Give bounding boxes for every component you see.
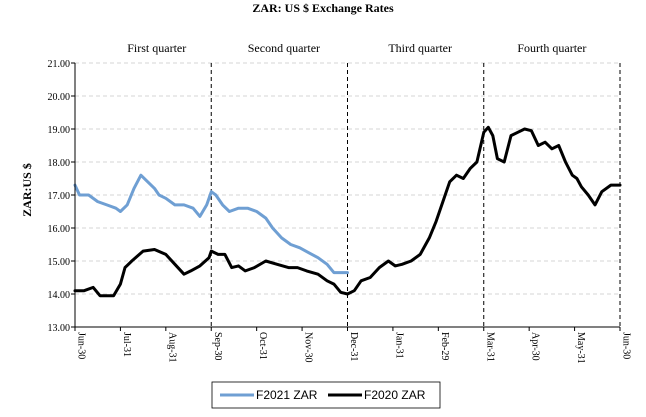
x-tick-label: Oct-31 bbox=[257, 332, 268, 360]
y-tick-label: 21.00 bbox=[48, 59, 71, 70]
y-tick-label: 19.00 bbox=[48, 125, 71, 136]
series-line-f2021-zar bbox=[73, 173, 349, 275]
y-tick-label: 15.00 bbox=[48, 257, 71, 268]
quarter-label: Fourth quarter bbox=[517, 41, 586, 55]
quarter-labels: First quarter Second quarter Third quarter… bbox=[127, 41, 586, 55]
y-tick-label: 14.00 bbox=[48, 290, 71, 301]
y-tick-label: 16.00 bbox=[48, 224, 71, 235]
x-tick-label: May-31 bbox=[575, 332, 586, 364]
y-axis-label: ZAR:US $ bbox=[20, 163, 34, 217]
x-tick-label: Sep-30 bbox=[212, 332, 223, 360]
x-tick-label: Nov-30 bbox=[303, 332, 314, 363]
x-tick-label: Jun-30 bbox=[621, 332, 632, 359]
y-tick-label: 20.00 bbox=[48, 92, 71, 103]
x-tick-label: Mar-31 bbox=[484, 332, 495, 362]
x-tick-label: Apr-30 bbox=[530, 332, 541, 361]
y-tick-label: 18.00 bbox=[48, 158, 71, 169]
x-tick-label: Aug-31 bbox=[166, 332, 177, 363]
quarter-dividers bbox=[210, 63, 621, 327]
legend-label-f2020: F2020 ZAR bbox=[364, 388, 426, 402]
y-tick-label: 17.00 bbox=[48, 191, 71, 202]
x-tick-label: Jun-30 bbox=[76, 332, 87, 359]
legend-label-f2021: F2021 ZAR bbox=[256, 388, 318, 402]
x-tick-label: Jan-31 bbox=[393, 332, 404, 359]
x-tick-labels: Jun-30 Jul-31 Aug-31 Sep-30 Oct-31 Nov-30 Dec-… bbox=[76, 332, 632, 364]
quarter-label: Third quarter bbox=[388, 41, 452, 55]
quarter-label: First quarter bbox=[127, 41, 186, 55]
x-tick-label: Dec-31 bbox=[348, 332, 359, 361]
axes bbox=[71, 62, 621, 331]
chart-title: ZAR: US $ Exchange Rates bbox=[252, 1, 394, 15]
series-line-f2020-zar bbox=[73, 125, 622, 298]
series-lines bbox=[73, 125, 622, 298]
quarter-label: Second quarter bbox=[248, 41, 320, 55]
legend: F2021 ZAR F2020 ZAR bbox=[211, 381, 441, 409]
y-tick-labels: 13.00 14.00 15.00 16.00 17.00 18.00 19.00 20.00… bbox=[48, 59, 71, 334]
x-tick-label: Jul-31 bbox=[121, 332, 132, 357]
x-tick-label: Feb-29 bbox=[439, 332, 450, 360]
y-tick-label: 13.00 bbox=[48, 323, 71, 334]
